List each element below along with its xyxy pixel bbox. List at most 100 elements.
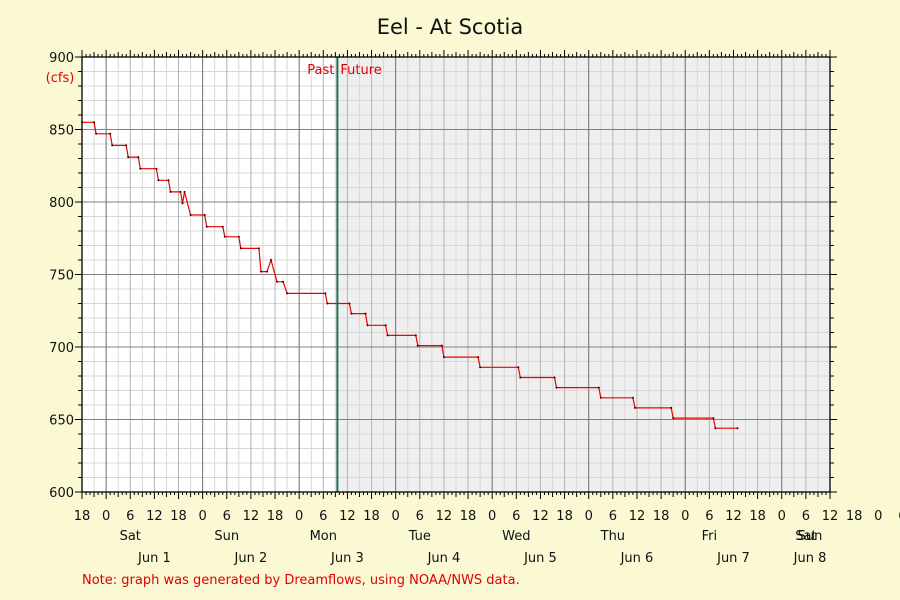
flow-data-point: [205, 225, 208, 228]
flow-data-point: [597, 386, 600, 389]
flow-data-point: [477, 356, 480, 359]
x-hour-label: 6: [416, 509, 424, 524]
flow-data-point: [181, 202, 184, 205]
chart-title: Eel - At Scotia: [377, 15, 524, 39]
x-day-label: Fri: [702, 529, 718, 544]
x-hour-label: 12: [532, 509, 549, 524]
x-date-label: Jun 4: [427, 551, 461, 566]
x-hour-label: 0: [585, 509, 593, 524]
flow-data-point: [553, 376, 556, 379]
x-hour-label: 0: [199, 509, 207, 524]
flow-data-point: [183, 190, 186, 193]
flow-data-point: [203, 214, 206, 216]
flow-data-point: [712, 417, 715, 420]
y-tick-label: 850: [49, 124, 74, 139]
y-tick-label: 600: [49, 486, 74, 501]
flow-data-point: [282, 280, 285, 283]
flow-data-point: [169, 190, 172, 193]
x-hour-label: 6: [223, 509, 231, 524]
flow-data-point: [555, 386, 558, 389]
x-hour-label: 6: [319, 509, 327, 524]
flow-data-point: [519, 376, 522, 379]
flow-data-point: [414, 334, 417, 337]
flow-data-point: [416, 344, 419, 347]
flow-data-point: [326, 302, 329, 305]
flow-data-point: [270, 259, 272, 261]
flow-data-point: [366, 324, 369, 327]
flow-data-point: [266, 270, 268, 273]
x-day-label: Tue: [408, 529, 431, 544]
flow-data-point: [348, 302, 351, 305]
x-hour-label: 6: [802, 509, 810, 524]
flow-data-point: [179, 190, 182, 193]
x-date-label: Jun 7: [716, 551, 750, 566]
past-label: Past: [307, 63, 334, 78]
flow-data-point: [442, 356, 445, 359]
flow-data-point: [239, 247, 242, 250]
flow-data-point: [257, 247, 260, 250]
y-tick-label: 900: [49, 51, 74, 66]
flow-data-point: [672, 417, 675, 420]
flow-data-point: [237, 235, 240, 238]
x-hour-label: 0: [874, 509, 882, 524]
flow-data-point: [276, 280, 278, 283]
x-date-label: Jun 3: [330, 551, 364, 566]
flow-data-point: [127, 156, 130, 159]
x-hour-label: 18: [363, 509, 380, 524]
x-date-label: Jun 6: [620, 551, 654, 566]
flow-data-point: [517, 366, 520, 369]
x-hour-label: 6: [126, 509, 134, 524]
x-hour-label: 12: [629, 509, 646, 524]
x-hour-label: 12: [339, 509, 356, 524]
x-hour-label: 18: [460, 509, 477, 524]
x-hour-label: 18: [846, 509, 863, 524]
x-hour-label: 18: [267, 509, 284, 524]
flow-data-point: [167, 179, 170, 182]
flow-data-point: [221, 225, 224, 228]
x-day-label: Mon: [310, 529, 337, 544]
x-hour-label: 6: [512, 509, 520, 524]
x-hour-label: 0: [778, 509, 786, 524]
flow-data-point: [386, 334, 389, 337]
flow-data-point: [714, 427, 717, 430]
flow-data-point: [440, 344, 443, 347]
flow-data-point: [157, 179, 160, 182]
x-hour-label: 18: [653, 509, 670, 524]
x-hour-label: 12: [146, 509, 163, 524]
flow-data-point: [125, 144, 128, 147]
x-hour-label: 0: [295, 509, 303, 524]
flow-data-point: [111, 144, 114, 147]
flow-data-point: [93, 121, 96, 124]
x-hour-label: 6: [705, 509, 713, 524]
x-hour-label: 18: [556, 509, 573, 524]
flow-data-point: [384, 324, 387, 327]
y-axis-unit-label: (cfs): [46, 71, 75, 86]
x-hour-label: 18: [749, 509, 766, 524]
x-day-label: Sat: [120, 529, 141, 544]
x-hour-label: 0: [392, 509, 400, 524]
x-hour-label: 6: [898, 509, 900, 524]
x-hour-label: 18: [74, 509, 91, 524]
x-hour-label: 12: [725, 509, 742, 524]
flow-data-point: [155, 167, 158, 170]
flow-data-point: [634, 406, 636, 409]
flow-data-point: [631, 396, 634, 399]
flow-data-point: [670, 406, 673, 409]
y-tick-label: 700: [49, 341, 74, 356]
flow-data-point: [189, 214, 192, 216]
x-hour-label: 12: [822, 509, 839, 524]
flow-data-point: [736, 427, 739, 430]
x-hour-label: 0: [681, 509, 689, 524]
flow-data-point: [364, 312, 367, 315]
x-hour-label: 0: [488, 509, 496, 524]
flow-data-point: [350, 312, 353, 315]
x-hour-label: 18: [170, 509, 187, 524]
y-tick-label: 800: [49, 196, 74, 211]
x-hour-label: 12: [436, 509, 453, 524]
x-date-label: Jun 1: [137, 551, 171, 566]
flow-data-point: [139, 167, 142, 170]
footnote: Note: graph was generated by Dreamflows,…: [82, 573, 520, 588]
flow-data-point: [286, 292, 289, 295]
x-hour-label: 12: [243, 509, 260, 524]
flow-data-point: [95, 132, 98, 135]
